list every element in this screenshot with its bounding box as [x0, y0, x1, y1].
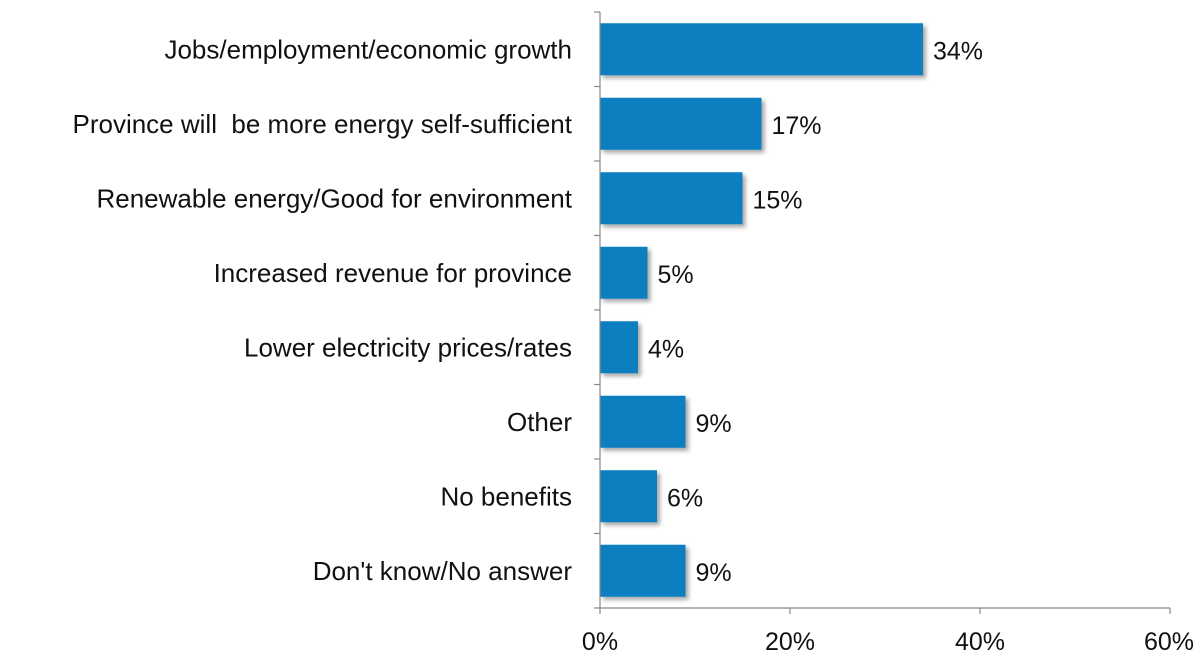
category-label: Lower electricity prices/rates — [244, 332, 572, 362]
category-label: Increased revenue for province — [214, 258, 572, 288]
data-label: 5% — [658, 261, 694, 289]
x-tick-label: 0% — [582, 628, 618, 652]
bar-3 — [600, 246, 648, 299]
category-label: Don't know/No answer — [313, 556, 573, 586]
data-label: 4% — [648, 335, 684, 363]
bar-6 — [600, 470, 657, 523]
data-label: 15% — [753, 186, 803, 214]
data-label: 17% — [772, 112, 822, 140]
category-label: Province will be more energy self-suffic… — [72, 109, 572, 139]
data-label: 6% — [667, 484, 703, 512]
category-label: Renewable energy/Good for environment — [96, 183, 572, 213]
data-label: 9% — [696, 559, 732, 587]
bar-5 — [600, 395, 686, 448]
bar-2 — [600, 172, 743, 225]
bar-7 — [600, 544, 686, 597]
bar-4 — [600, 321, 638, 374]
x-tick-label: 60% — [1144, 628, 1194, 652]
category-label: No benefits — [440, 481, 572, 511]
category-label: Jobs/employment/economic growth — [164, 34, 572, 64]
x-tick-label: 20% — [765, 628, 815, 652]
bars-layer — [600, 23, 923, 597]
bar-1 — [600, 97, 762, 150]
bar-0 — [600, 23, 923, 76]
data-label: 9% — [696, 410, 732, 438]
data-label: 34% — [933, 37, 983, 65]
labels-layer: Jobs/employment/economic growth 34% Provin… — [72, 34, 1194, 652]
category-label: Other — [507, 407, 572, 437]
x-tick-label: 40% — [955, 628, 1005, 652]
axes — [594, 11, 1171, 614]
